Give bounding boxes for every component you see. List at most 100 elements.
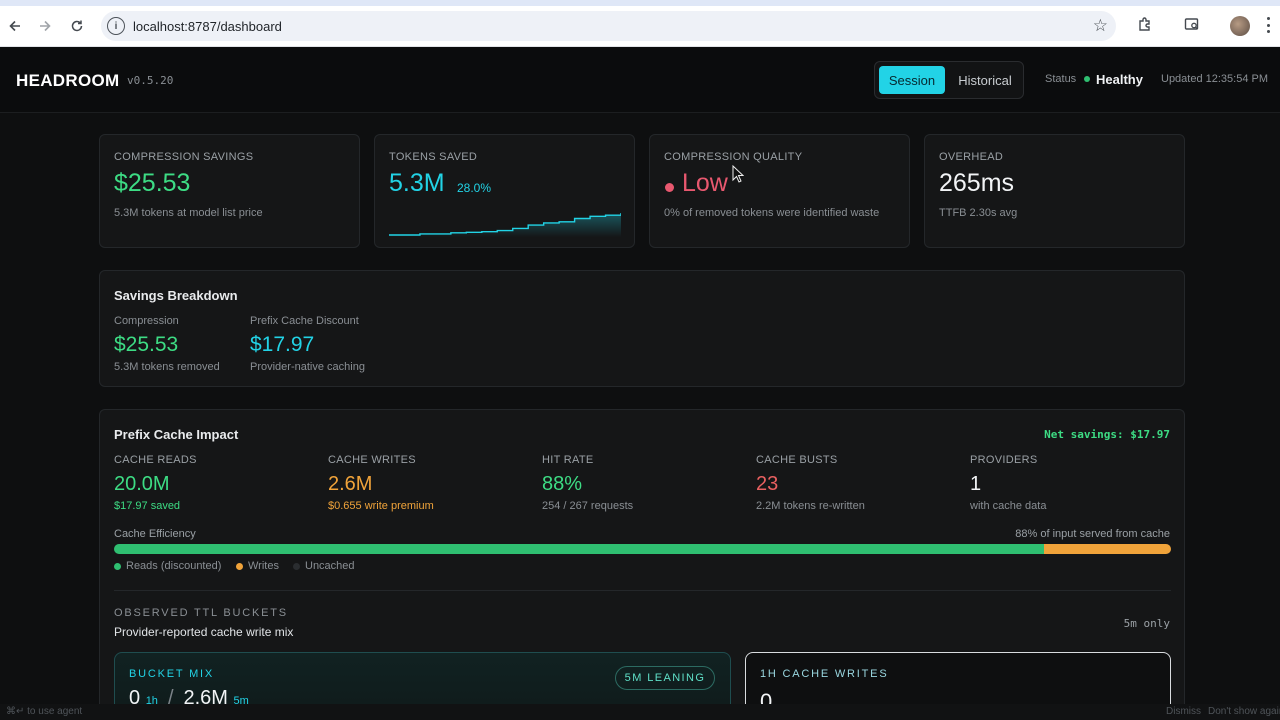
tab-search-icon[interactable] (1184, 16, 1200, 36)
tokens-saved-percent: 28.0% (457, 181, 492, 195)
bucket-lean-badge: 5M LEANING (615, 666, 715, 690)
breakdown-sub: Provider-native caching (250, 361, 365, 373)
metric-sub: $0.655 write premium (328, 500, 434, 512)
metric-value: 88% (542, 473, 583, 495)
browser-toolbar: i localhost:8787/dashboard ☆ (0, 6, 1280, 47)
breakdown-label: Compression (114, 315, 179, 327)
star-icon[interactable]: ☆ (1092, 16, 1108, 35)
overhead-card: OVERHEAD 265ms TTFB 2.30s avg (924, 134, 1185, 248)
forward-arrow-icon[interactable] (34, 15, 56, 37)
section-title: Savings Breakdown (114, 288, 238, 303)
ttl-caption: OBSERVED TTL BUCKETS (114, 607, 288, 619)
breakdown-sub: 5.3M tokens removed (114, 361, 220, 373)
h1-cache-writes-box[interactable]: 1H CACHE WRITES 0 (745, 652, 1171, 705)
legend-label: Reads (discounted) (126, 560, 222, 572)
net-savings: Net savings: $17.97 (1044, 428, 1170, 441)
brand-logo[interactable]: HEADROOM (16, 71, 120, 90)
legend-reads: Reads (discounted) (114, 560, 221, 572)
sparkline-area (389, 213, 621, 237)
cache-efficiency-bar (114, 544, 1171, 554)
compression-savings-card: COMPRESSION SAVINGS $25.53 5.3M tokens a… (99, 134, 360, 248)
kpi-label: COMPRESSION SAVINGS (114, 151, 254, 163)
profile-avatar[interactable] (1230, 16, 1250, 36)
cache-efficiency-label: Cache Efficiency (114, 528, 196, 540)
metric-sub: $17.97 saved (114, 500, 181, 512)
tokens-saved-card: TOKENS SAVED 5.3M 28.0% (374, 134, 635, 248)
status-label: Status (1045, 73, 1077, 85)
breakdown-value: $25.53 (114, 333, 179, 356)
legend-uncached: Uncached (293, 560, 355, 572)
kpi-label: OVERHEAD (939, 151, 1004, 163)
efficiency-writes-segment (1044, 544, 1171, 554)
sparkline-line (389, 213, 621, 236)
window-top-strip (0, 0, 1280, 6)
metric-sub: 2.2M tokens re-written (756, 500, 865, 512)
metric-value: 2.6M (328, 473, 373, 495)
bucket-mix-values: 0 1h / 2.6M 5m (129, 687, 249, 705)
updated-timestamp: Updated 12:35:54 PM (1161, 73, 1269, 85)
back-arrow-icon[interactable] (4, 15, 26, 37)
kpi-value: 5.3M (389, 169, 445, 197)
section-divider (114, 590, 1171, 591)
kpi-label: TOKENS SAVED (389, 151, 478, 163)
kpi-value: 265ms (939, 169, 1015, 197)
status-value: Healthy (1096, 72, 1143, 87)
bucket-separator: / (167, 687, 174, 705)
ttl-scope: 5m only (1123, 617, 1170, 630)
reload-icon[interactable] (66, 15, 88, 37)
section-title: Prefix Cache Impact (114, 427, 239, 442)
view-toggle: Session Historical (874, 61, 1024, 99)
savings-breakdown-card: Savings Breakdown Compression $25.53 5.3… (99, 270, 1185, 387)
legend-dot-icon (114, 562, 121, 570)
h1-cache-writes-label: 1H CACHE WRITES (760, 668, 889, 680)
quality-status-dot-icon (665, 183, 674, 192)
bucket-1h-unit: 1h (145, 695, 158, 705)
mouse-cursor-icon (732, 165, 744, 183)
legend-label: Uncached (305, 560, 355, 572)
dont-show-again-button[interactable]: Don't show again (1208, 706, 1280, 717)
metric-label: CACHE WRITES (328, 454, 416, 466)
breakdown-label: Prefix Cache Discount (250, 315, 359, 327)
h1-cache-writes-value: 0 (760, 689, 773, 705)
metric-sub: 254 / 267 requests (542, 500, 634, 512)
legend-writes: Writes (236, 560, 279, 572)
dismiss-button[interactable]: Dismiss (1166, 706, 1201, 717)
kpi-label: COMPRESSION QUALITY (664, 151, 803, 163)
address-bar[interactable]: i localhost:8787/dashboard ☆ (101, 11, 1116, 41)
legend-dot-icon (293, 562, 300, 570)
agent-hint-bar: ⌘↵ to use agent Dismiss Don't show again (0, 704, 1280, 720)
bucket-mix-box: BUCKET MIX 5M LEANING 0 1h / 2.6M 5m (114, 652, 731, 705)
metric-value: 20.0M (114, 473, 170, 495)
breakdown-value: $17.97 (250, 333, 315, 356)
efficiency-reads-segment (114, 544, 1045, 554)
kpi-sub: TTFB 2.30s avg (939, 207, 1018, 219)
kpi-value: Low (682, 169, 728, 197)
historical-tab[interactable]: Historical (958, 72, 1012, 88)
url-text[interactable]: localhost:8787/dashboard (133, 18, 282, 34)
cache-efficiency-summary: 88% of input served from cache (1015, 528, 1170, 540)
ttl-title: Provider-reported cache write mix (114, 625, 294, 639)
legend-label: Writes (248, 560, 279, 572)
metric-value: 1 (970, 473, 982, 495)
kpi-value: $25.53 (114, 169, 191, 197)
bucket-1h-value: 0 (129, 687, 141, 705)
info-icon[interactable]: i (107, 17, 125, 35)
metric-label: CACHE READS (114, 454, 197, 466)
extensions-icon[interactable] (1137, 16, 1153, 36)
metric-label: CACHE BUSTS (756, 454, 838, 466)
compression-quality-card: COMPRESSION QUALITY Low 0% of removed to… (649, 134, 910, 248)
legend-dot-icon (236, 562, 243, 570)
tokens-sparkline (389, 213, 621, 237)
bucket-mix-label: BUCKET MIX (129, 668, 215, 680)
metric-label: PROVIDERS (970, 454, 1038, 466)
metric-label: HIT RATE (542, 454, 594, 466)
kebab-menu-icon[interactable] (1266, 17, 1270, 33)
session-tab[interactable]: Session (879, 66, 945, 94)
agent-shortcut-hint: ⌘↵ to use agent (6, 706, 83, 717)
prefix-cache-card: Prefix Cache Impact Net savings: $17.97 … (99, 409, 1185, 705)
metric-sub: with cache data (970, 500, 1047, 512)
bucket-5m-value: 2.6M (183, 687, 228, 705)
status-dot-icon (1084, 76, 1090, 82)
app-header: HEADROOM v0.5.20 Session Historical Stat… (0, 47, 1280, 113)
bucket-5m-unit: 5m (233, 695, 249, 705)
